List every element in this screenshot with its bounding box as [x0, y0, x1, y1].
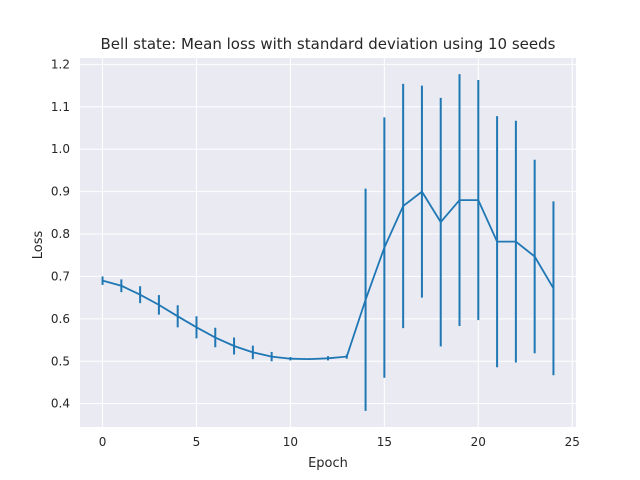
y-tick-label: 1.0 — [51, 142, 70, 156]
y-tick-labels: 0.4 0.5 0.6 0.7 0.8 0.9 1.0 1.1 1.2 — [51, 57, 70, 410]
y-tick-label: 1.2 — [51, 57, 70, 71]
y-tick-label: 0.8 — [51, 227, 70, 241]
x-tick-label: 20 — [471, 435, 486, 449]
chart-title: Bell state: Mean loss with standard devi… — [101, 35, 556, 53]
x-tick-labels: 0 5 10 15 20 25 — [99, 435, 580, 449]
y-tick-label: 0.5 — [51, 354, 70, 368]
x-axis-label: Epoch — [308, 456, 348, 471]
x-tick-label: 15 — [377, 435, 392, 449]
y-tick-label: 1.1 — [51, 100, 70, 114]
plot-area — [80, 58, 576, 427]
x-tick-label: 25 — [565, 435, 580, 449]
x-tick-label: 0 — [99, 435, 107, 449]
mean-loss-line — [102, 190, 555, 361]
x-tick-label: 10 — [283, 435, 298, 449]
y-tick-label: 0.7 — [51, 269, 70, 283]
y-tick-label: 0.9 — [51, 185, 70, 199]
y-axis-label: Loss — [31, 231, 46, 260]
x-tick-label: 5 — [193, 435, 201, 449]
y-tick-label: 0.4 — [51, 397, 70, 411]
y-tick-label: 0.6 — [51, 312, 70, 326]
